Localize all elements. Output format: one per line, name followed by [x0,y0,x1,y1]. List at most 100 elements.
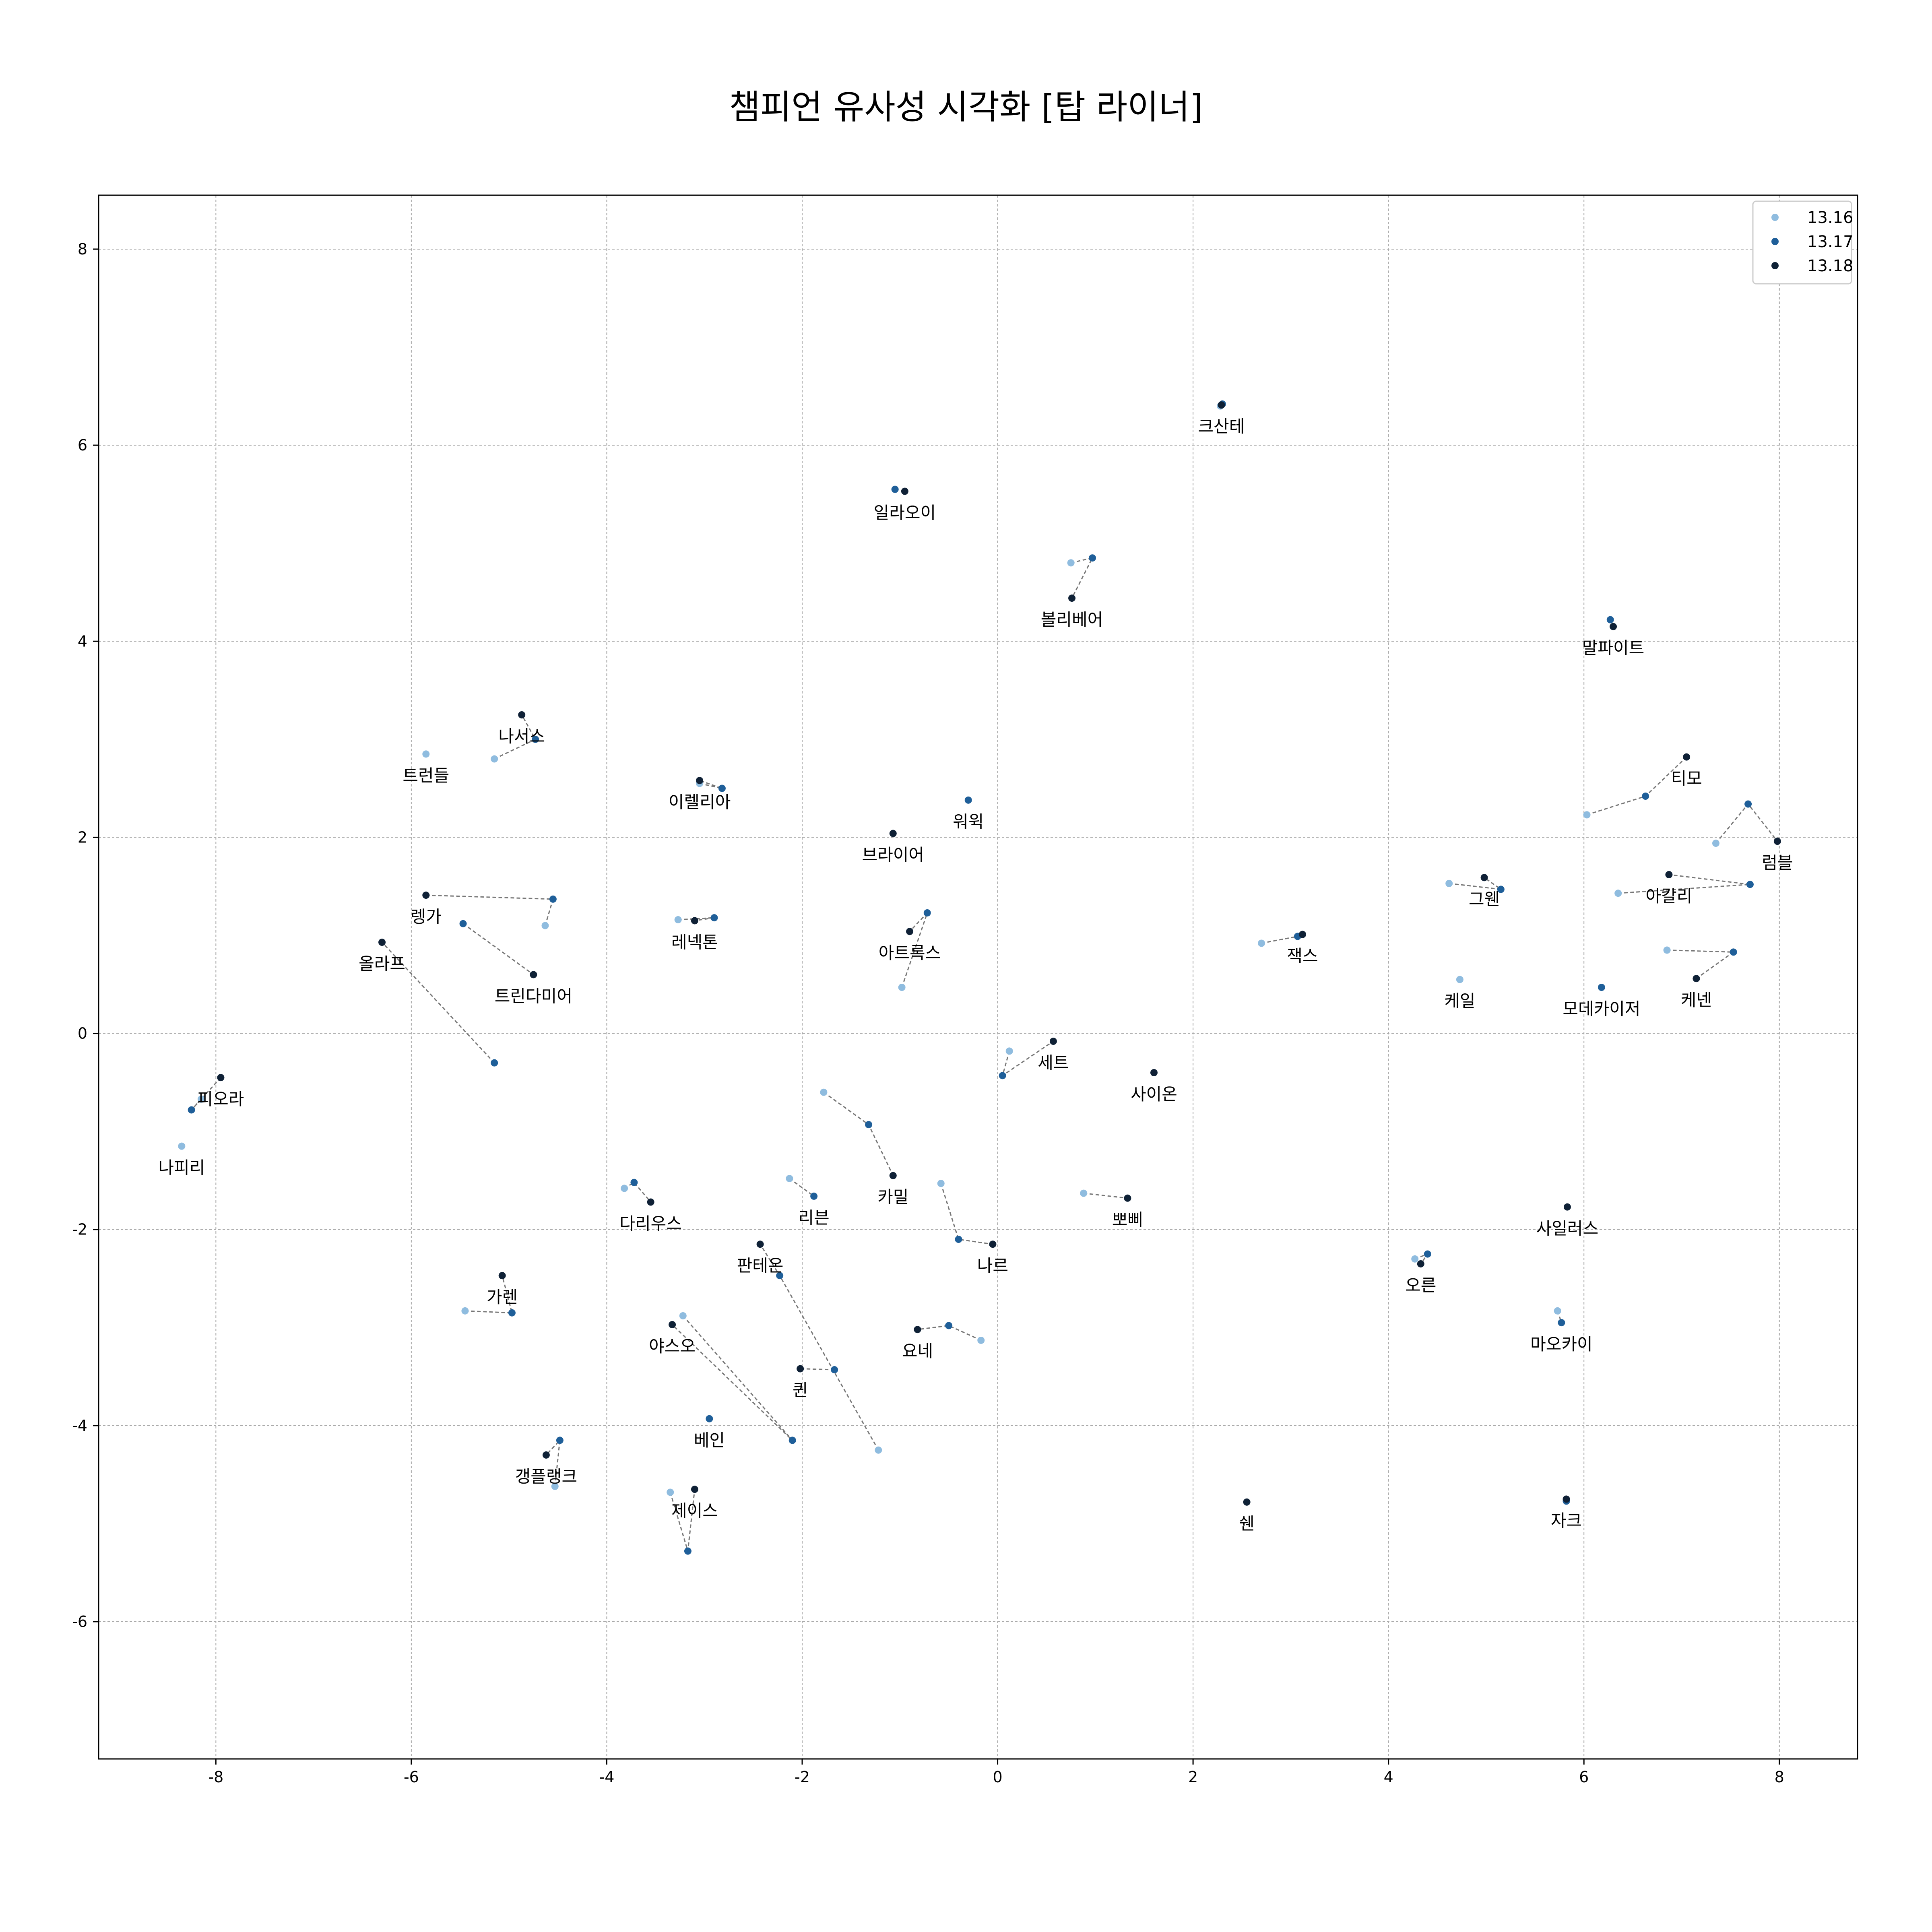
data-point [551,1482,559,1490]
point-label: 갱플랭크 [515,1467,578,1486]
data-point [706,1415,713,1422]
point-label: 모데카이저 [1563,999,1640,1019]
y-tick-label: -2 [72,1221,87,1238]
data-point [498,1272,506,1280]
data-point [820,1088,828,1096]
data-point [1480,874,1488,881]
axis-ticks: -8 -6 -4 -2 0 2 4 6 8 -6 -4 -2 0 2 4 6 8 [72,240,1784,1786]
data-point [923,909,931,916]
point-label: 카밀 [877,1187,908,1207]
data-point [1712,840,1719,847]
x-tick-label: -6 [404,1768,419,1786]
data-point [518,711,526,718]
connector-line [382,941,495,1063]
connector-line [426,894,554,926]
data-point [556,1437,564,1444]
data-point [459,920,467,927]
point-label: 세트 [1038,1053,1069,1073]
y-tick-label: 2 [78,828,87,846]
data-point [1665,871,1673,878]
point-label: 쉔 [1239,1514,1255,1534]
connector-line [1449,877,1501,890]
connector-line [800,1368,835,1371]
data-point [691,1486,698,1493]
data-point [1583,811,1591,819]
legend-label: 13.18 [1807,257,1854,275]
legend: 13.16 13.17 13.18 [1752,200,1854,285]
y-tick-label: 4 [78,632,87,650]
point-label: 케넨 [1681,990,1712,1010]
connector-line [672,1315,793,1441]
data-point [945,1322,953,1329]
data-point [1150,1069,1158,1076]
data-point [541,922,549,929]
point-label: 다리우스 [619,1214,682,1234]
data-point [914,1326,921,1333]
connector-line [678,917,714,921]
point-label: 케일 [1444,991,1475,1011]
connector-line [699,780,722,789]
data-point [797,1365,804,1373]
data-point [1243,1498,1251,1506]
connector-line [823,1092,894,1176]
data-point [1258,939,1265,947]
connector-line [940,1183,993,1245]
point-label: 말파이트 [1582,638,1645,658]
x-tick-label: 2 [1188,1768,1198,1786]
point-label: 브라이어 [862,845,925,865]
data-point [491,1059,498,1067]
connector-line [624,1181,651,1203]
data-point [217,1074,225,1082]
data-point [508,1309,516,1317]
data-point [889,1172,897,1179]
connector-line [465,1275,513,1314]
data-point [1089,554,1096,562]
point-label: 마오카이 [1530,1334,1593,1354]
point-label: 나피리 [158,1158,205,1178]
data-point [1663,946,1671,954]
data-point [1124,1194,1131,1202]
data-point [422,750,430,758]
data-point [1598,984,1605,991]
data-point [1005,1047,1013,1055]
x-tick-label: 8 [1775,1768,1784,1786]
legend-label: 13.16 [1807,208,1854,227]
data-point [889,830,897,837]
data-point [549,895,557,903]
data-point [621,1185,628,1192]
data-point [810,1192,818,1200]
data-point [1424,1250,1431,1258]
data-point [630,1179,638,1186]
x-tick-label: -4 [599,1768,614,1786]
data-point [669,1321,676,1328]
legend-marker [1771,262,1779,269]
data-point [1693,975,1700,983]
data-point [679,1312,687,1320]
data-point [378,939,386,946]
connector-line [917,1325,981,1341]
point-label: 아트록스 [879,943,941,963]
data-point [647,1198,654,1206]
y-tick-label: 0 [78,1025,87,1042]
data-point [1610,623,1617,630]
data-points [178,400,1781,1555]
point-label: 그웬 [1469,889,1500,909]
grid-lines [99,195,1858,1759]
data-point [1411,1255,1419,1263]
data-point [1642,793,1649,800]
legend-marker [1771,238,1779,245]
connector-line [462,923,534,975]
data-point [788,1437,796,1444]
data-point [1554,1307,1561,1315]
data-point [1563,1203,1571,1211]
data-point [1746,881,1754,888]
data-point [1445,879,1453,887]
point-label: 일라오이 [874,503,936,523]
data-point [1497,886,1505,893]
point-label: 잭스 [1287,946,1318,966]
data-point [1067,559,1075,567]
data-point [875,1446,882,1454]
point-label: 가렌 [487,1287,518,1307]
data-point [865,1121,873,1129]
